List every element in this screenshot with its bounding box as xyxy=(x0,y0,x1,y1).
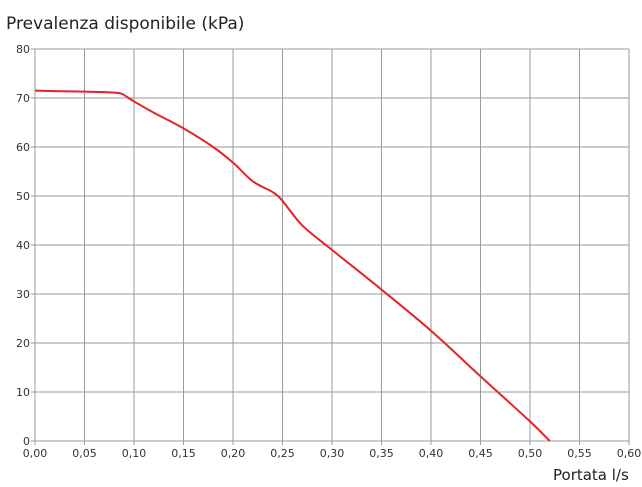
x-tick-label: 0,00 xyxy=(23,447,48,460)
x-tick-label: 0,15 xyxy=(171,447,196,460)
x-tick-label: 0,60 xyxy=(617,447,642,460)
y-tick-label: 0 xyxy=(23,435,30,448)
x-tick-label: 0,40 xyxy=(419,447,444,460)
x-tick-label: 0,25 xyxy=(270,447,295,460)
x-tick-label: 0,35 xyxy=(369,447,394,460)
x-tick-label: 0,30 xyxy=(320,447,345,460)
y-tick-label: 10 xyxy=(16,386,30,399)
grid xyxy=(31,48,630,445)
x-tick-label: 0,55 xyxy=(567,447,592,460)
x-axis-ticks: 0,00 0,05 0,10 0,15 0,20 0,25 0,30 0,35 0,40 0,45… xyxy=(23,447,642,460)
x-axis-label: Portata l/s xyxy=(553,466,629,484)
y-tick-label: 60 xyxy=(16,141,30,154)
y-tick-label: 50 xyxy=(16,190,30,203)
y-axis-ticks: 0 10 20 30 40 50 60 70 80 xyxy=(16,43,30,448)
series-group xyxy=(34,89,551,442)
x-tick-label: 0,05 xyxy=(72,447,97,460)
x-tick-label: 0,50 xyxy=(518,447,543,460)
x-tick-label: 0,20 xyxy=(221,447,246,460)
x-tick-label: 0,10 xyxy=(122,447,147,460)
y-tick-label: 80 xyxy=(16,43,30,56)
chart-title: Prevalenza disponibile (kPa) xyxy=(6,14,244,34)
y-tick-label: 20 xyxy=(16,337,30,350)
x-tick-label: 0,45 xyxy=(468,447,493,460)
y-tick-label: 40 xyxy=(16,239,30,252)
y-tick-label: 30 xyxy=(16,288,30,301)
series-line xyxy=(34,89,551,442)
y-tick-label: 70 xyxy=(16,92,30,105)
